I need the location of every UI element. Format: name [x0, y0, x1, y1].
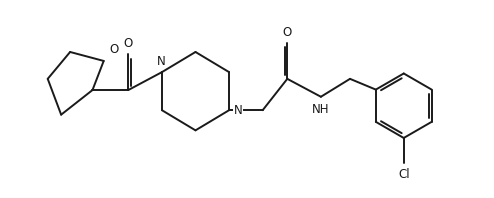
Text: Cl: Cl [398, 168, 410, 181]
Text: O: O [283, 26, 292, 39]
Text: N: N [234, 104, 243, 117]
Text: O: O [124, 37, 133, 50]
Text: O: O [109, 43, 119, 56]
Text: NH: NH [312, 103, 329, 116]
Text: N: N [157, 55, 165, 68]
